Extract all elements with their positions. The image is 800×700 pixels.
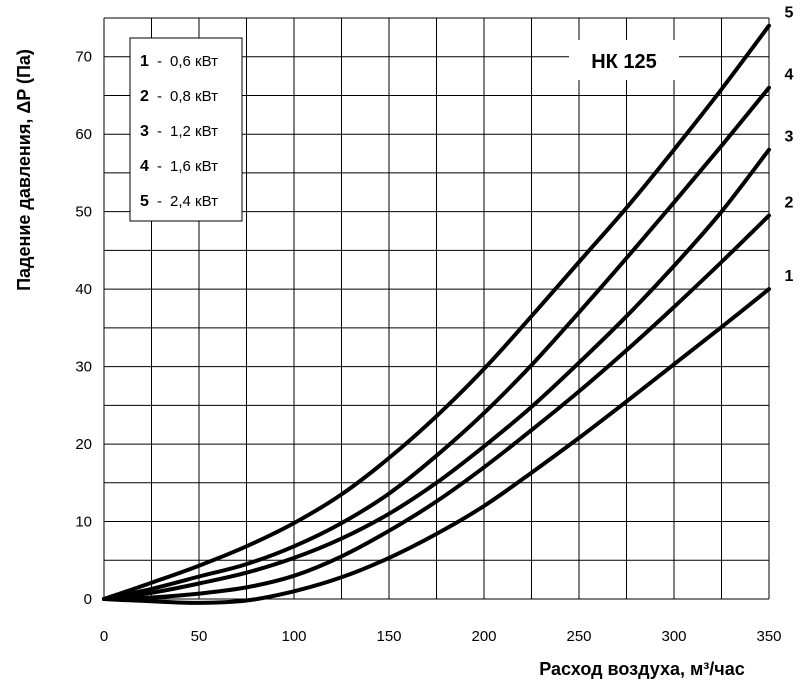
legend-entry-4: 4-1,6 кВт bbox=[140, 158, 218, 175]
legend-entry-dash: - bbox=[157, 158, 162, 175]
series-end-label-2: 2 bbox=[785, 195, 794, 212]
x-tick-label: 200 bbox=[471, 628, 496, 645]
y-axis-title: Падение давления, ΔP (Па) bbox=[14, 49, 34, 291]
series-end-labels: 1 2 3 4 5 bbox=[785, 5, 794, 285]
legend-entry-2: 2-0,8 кВт bbox=[140, 88, 218, 105]
series-curves bbox=[102, 23, 771, 605]
y-tick-label: 20 bbox=[75, 436, 92, 453]
y-tick-label: 10 bbox=[75, 514, 92, 531]
legend-entry-number: 5 bbox=[140, 193, 149, 210]
series-end-label-5: 5 bbox=[785, 5, 794, 22]
legend-entry-value: 1,6 кВт bbox=[170, 158, 218, 175]
legend-entry-dash: - bbox=[157, 193, 162, 210]
legend-entry-number: 3 bbox=[140, 123, 149, 140]
legend-entry-1: 1-0,6 кВт bbox=[140, 53, 218, 70]
x-tick-label: 250 bbox=[566, 628, 591, 645]
legend-entry-5: 5-2,4 кВт bbox=[140, 193, 218, 210]
x-axis-title: Расход воздуха, м³/час bbox=[539, 659, 745, 679]
series-line-4 bbox=[102, 85, 771, 601]
y-tick-label: 70 bbox=[75, 49, 92, 66]
series-line-5 bbox=[102, 23, 771, 601]
series-line-2 bbox=[102, 213, 771, 601]
y-tick-label: 0 bbox=[84, 591, 92, 608]
series-end-label-3: 3 bbox=[785, 129, 794, 146]
series-end-label-1: 1 bbox=[785, 268, 794, 285]
legend-entry-dash: - bbox=[157, 88, 162, 105]
x-tick-label: 0 bbox=[100, 628, 108, 645]
chart-label: НК 125 bbox=[591, 51, 657, 73]
chart-label-background bbox=[569, 40, 679, 80]
y-tick-label: 60 bbox=[75, 126, 92, 143]
legend-entry-number: 4 bbox=[140, 158, 149, 175]
series-line-1 bbox=[102, 287, 771, 605]
legend-entry-dash: - bbox=[157, 53, 162, 70]
legend-entry-number: 2 bbox=[140, 88, 149, 105]
series-line-3 bbox=[102, 147, 771, 601]
legend-entry-dash: - bbox=[157, 123, 162, 140]
x-tick-label: 150 bbox=[376, 628, 401, 645]
x-tick-label: 50 bbox=[191, 628, 208, 645]
series-end-label-4: 4 bbox=[785, 67, 794, 84]
legend-entry-3: 3-1,2 кВт bbox=[140, 123, 218, 140]
chart-label-box: НК 125 bbox=[569, 40, 679, 80]
y-tick-label: 40 bbox=[75, 281, 92, 298]
legend-entry-value: 0,8 кВт bbox=[170, 88, 218, 105]
x-tick-label: 100 bbox=[281, 628, 306, 645]
y-tick-label: 30 bbox=[75, 359, 92, 376]
legend-frame bbox=[129, 37, 243, 222]
legend-entry-value: 0,6 кВт bbox=[170, 53, 218, 70]
legend-entry-value: 2,4 кВт bbox=[170, 193, 218, 210]
x-tick-label: 300 bbox=[661, 628, 686, 645]
legend-entry-value: 1,2 кВт bbox=[170, 123, 218, 140]
x-tick-label: 350 bbox=[756, 628, 781, 645]
y-tick-label: 50 bbox=[75, 204, 92, 221]
axes: 0 50 100 150 200 250 300 350 0 10 20 30 40 50 60 70 bbox=[75, 49, 781, 645]
legend-entry-number: 1 bbox=[140, 53, 149, 70]
